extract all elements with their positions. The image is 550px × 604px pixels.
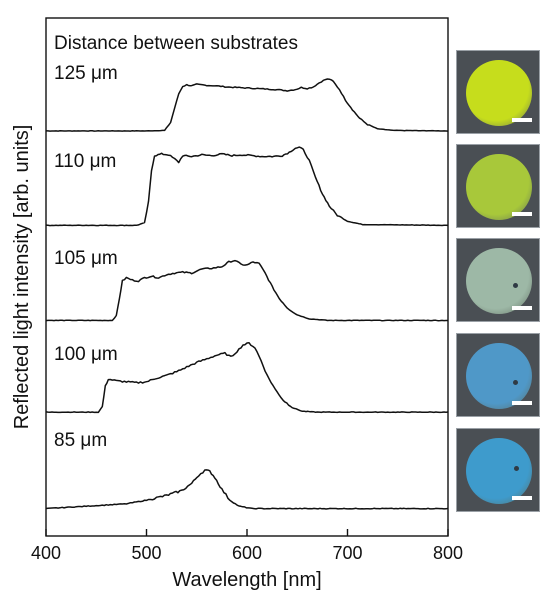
label-125um: 125 μm — [54, 63, 118, 84]
x-axis-label: Wavelength [nm] — [172, 569, 321, 591]
spectrum-line — [45, 146, 449, 227]
spectrum-line — [45, 259, 448, 322]
label-85um: 85 μm — [54, 430, 107, 451]
scale-bar — [512, 118, 532, 122]
defect-spot — [513, 283, 518, 288]
defect-spot — [514, 466, 519, 471]
photo-105um — [456, 238, 540, 322]
photo-100um — [456, 333, 540, 417]
reflection-disk — [466, 438, 532, 504]
spectrum-line — [45, 341, 449, 414]
x-tick-label: 400 — [31, 543, 61, 563]
spectrum-line — [45, 469, 449, 510]
photo-125um — [456, 50, 540, 134]
spectrum-line — [46, 78, 449, 132]
label-110um: 110 μm — [54, 151, 116, 172]
ticks-layer: 400 500 600 700 800 — [31, 529, 463, 563]
series-layer — [45, 78, 449, 510]
annotation-title: Distance between substrates — [54, 33, 298, 54]
plot-frame — [45, 17, 449, 537]
reflection-disk — [466, 248, 532, 314]
reflection-disk — [466, 60, 532, 126]
label-105um: 105 μm — [54, 248, 118, 269]
y-axis-label: Reflected light intensity [arb. units] — [11, 125, 33, 430]
scale-bar — [512, 401, 532, 405]
photo-85um — [456, 428, 540, 512]
photo-110um — [456, 144, 540, 228]
x-tick-label: 700 — [332, 543, 362, 563]
scale-bar — [512, 496, 532, 500]
scale-bar — [512, 306, 532, 310]
x-tick-label: 500 — [131, 543, 161, 563]
reflection-disk — [466, 154, 532, 220]
x-tick-label: 600 — [232, 543, 262, 563]
reflection-disk — [466, 343, 532, 409]
defect-spot — [513, 380, 518, 385]
x-tick-label: 800 — [433, 543, 463, 563]
label-100um: 100 μm — [54, 344, 118, 365]
scale-bar — [512, 212, 532, 216]
